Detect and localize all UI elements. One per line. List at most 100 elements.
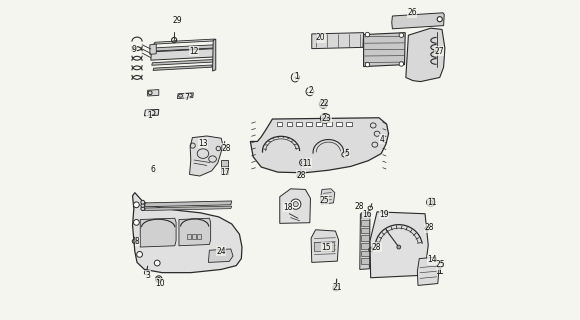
Bar xyxy=(296,122,302,126)
Polygon shape xyxy=(418,257,439,285)
Bar xyxy=(346,122,352,126)
Text: 19: 19 xyxy=(379,210,389,219)
Text: 14: 14 xyxy=(427,255,437,264)
Text: 4: 4 xyxy=(380,135,385,144)
Bar xyxy=(361,258,369,264)
Circle shape xyxy=(141,200,145,204)
Polygon shape xyxy=(144,109,159,116)
Bar xyxy=(361,228,369,234)
Circle shape xyxy=(154,260,160,266)
Bar xyxy=(314,242,333,251)
Polygon shape xyxy=(151,49,215,60)
Circle shape xyxy=(365,32,369,37)
Circle shape xyxy=(365,62,369,67)
Text: 21: 21 xyxy=(332,284,342,292)
Text: 25: 25 xyxy=(436,260,445,269)
Bar xyxy=(361,243,369,249)
Polygon shape xyxy=(133,193,242,273)
Circle shape xyxy=(137,252,143,257)
Polygon shape xyxy=(152,60,213,65)
Circle shape xyxy=(141,204,145,207)
Text: 22: 22 xyxy=(320,99,329,108)
Circle shape xyxy=(429,200,433,204)
Circle shape xyxy=(291,199,301,209)
Polygon shape xyxy=(144,206,232,211)
Bar xyxy=(197,234,201,239)
Text: 29: 29 xyxy=(172,16,182,25)
Circle shape xyxy=(437,17,443,22)
Polygon shape xyxy=(321,189,335,204)
Text: 17: 17 xyxy=(220,168,230,177)
Polygon shape xyxy=(280,189,310,223)
Text: 28: 28 xyxy=(296,171,306,180)
Polygon shape xyxy=(153,65,212,70)
Circle shape xyxy=(157,277,161,281)
Polygon shape xyxy=(150,44,156,54)
Text: 28: 28 xyxy=(354,202,364,211)
Polygon shape xyxy=(179,218,211,246)
Text: 12: 12 xyxy=(189,47,199,56)
Bar xyxy=(317,122,322,126)
Text: 23: 23 xyxy=(322,114,331,123)
Text: 11: 11 xyxy=(302,159,311,168)
Polygon shape xyxy=(312,33,364,49)
Text: 3: 3 xyxy=(146,271,151,280)
Text: 9: 9 xyxy=(132,45,136,54)
Text: 15: 15 xyxy=(322,243,331,252)
Circle shape xyxy=(427,198,435,206)
Text: 16: 16 xyxy=(362,210,372,219)
Text: 11: 11 xyxy=(427,198,437,207)
Polygon shape xyxy=(370,212,428,278)
Text: 6: 6 xyxy=(151,165,156,174)
Text: 13: 13 xyxy=(198,139,208,148)
Circle shape xyxy=(399,62,404,66)
Text: 7: 7 xyxy=(184,93,190,102)
Polygon shape xyxy=(311,230,339,262)
Bar xyxy=(221,160,229,174)
Polygon shape xyxy=(154,39,215,44)
Polygon shape xyxy=(392,13,444,29)
Circle shape xyxy=(437,262,443,268)
Text: 27: 27 xyxy=(434,47,444,56)
Text: 24: 24 xyxy=(216,247,226,256)
Polygon shape xyxy=(140,218,176,247)
Polygon shape xyxy=(212,39,216,71)
Polygon shape xyxy=(152,45,215,51)
Polygon shape xyxy=(190,136,223,176)
Text: 25: 25 xyxy=(320,196,329,204)
Bar xyxy=(361,236,369,241)
Polygon shape xyxy=(208,249,233,262)
Bar xyxy=(361,212,369,218)
Bar xyxy=(187,234,191,239)
Polygon shape xyxy=(364,33,405,67)
Bar xyxy=(287,122,292,126)
Text: 26: 26 xyxy=(407,8,417,17)
Polygon shape xyxy=(251,118,389,173)
Circle shape xyxy=(155,276,162,282)
Text: 10: 10 xyxy=(155,279,165,288)
Circle shape xyxy=(399,33,404,37)
Text: 2: 2 xyxy=(309,86,314,95)
Bar xyxy=(306,122,312,126)
Circle shape xyxy=(133,220,139,225)
Polygon shape xyxy=(144,201,232,207)
Text: 5: 5 xyxy=(345,149,349,158)
Bar xyxy=(361,251,369,256)
Text: 28: 28 xyxy=(372,243,381,252)
Bar xyxy=(277,122,282,126)
Circle shape xyxy=(397,245,401,249)
Bar xyxy=(327,122,332,126)
Bar xyxy=(192,234,196,239)
Circle shape xyxy=(141,207,145,211)
Polygon shape xyxy=(147,90,159,96)
Circle shape xyxy=(133,202,139,208)
Text: 28: 28 xyxy=(424,223,434,232)
Polygon shape xyxy=(406,28,445,82)
Text: 8: 8 xyxy=(135,237,140,246)
Polygon shape xyxy=(177,93,193,99)
Polygon shape xyxy=(360,213,370,269)
Text: 20: 20 xyxy=(316,33,325,42)
Text: 28: 28 xyxy=(222,144,231,153)
Text: 1: 1 xyxy=(147,111,151,120)
Circle shape xyxy=(293,202,298,207)
